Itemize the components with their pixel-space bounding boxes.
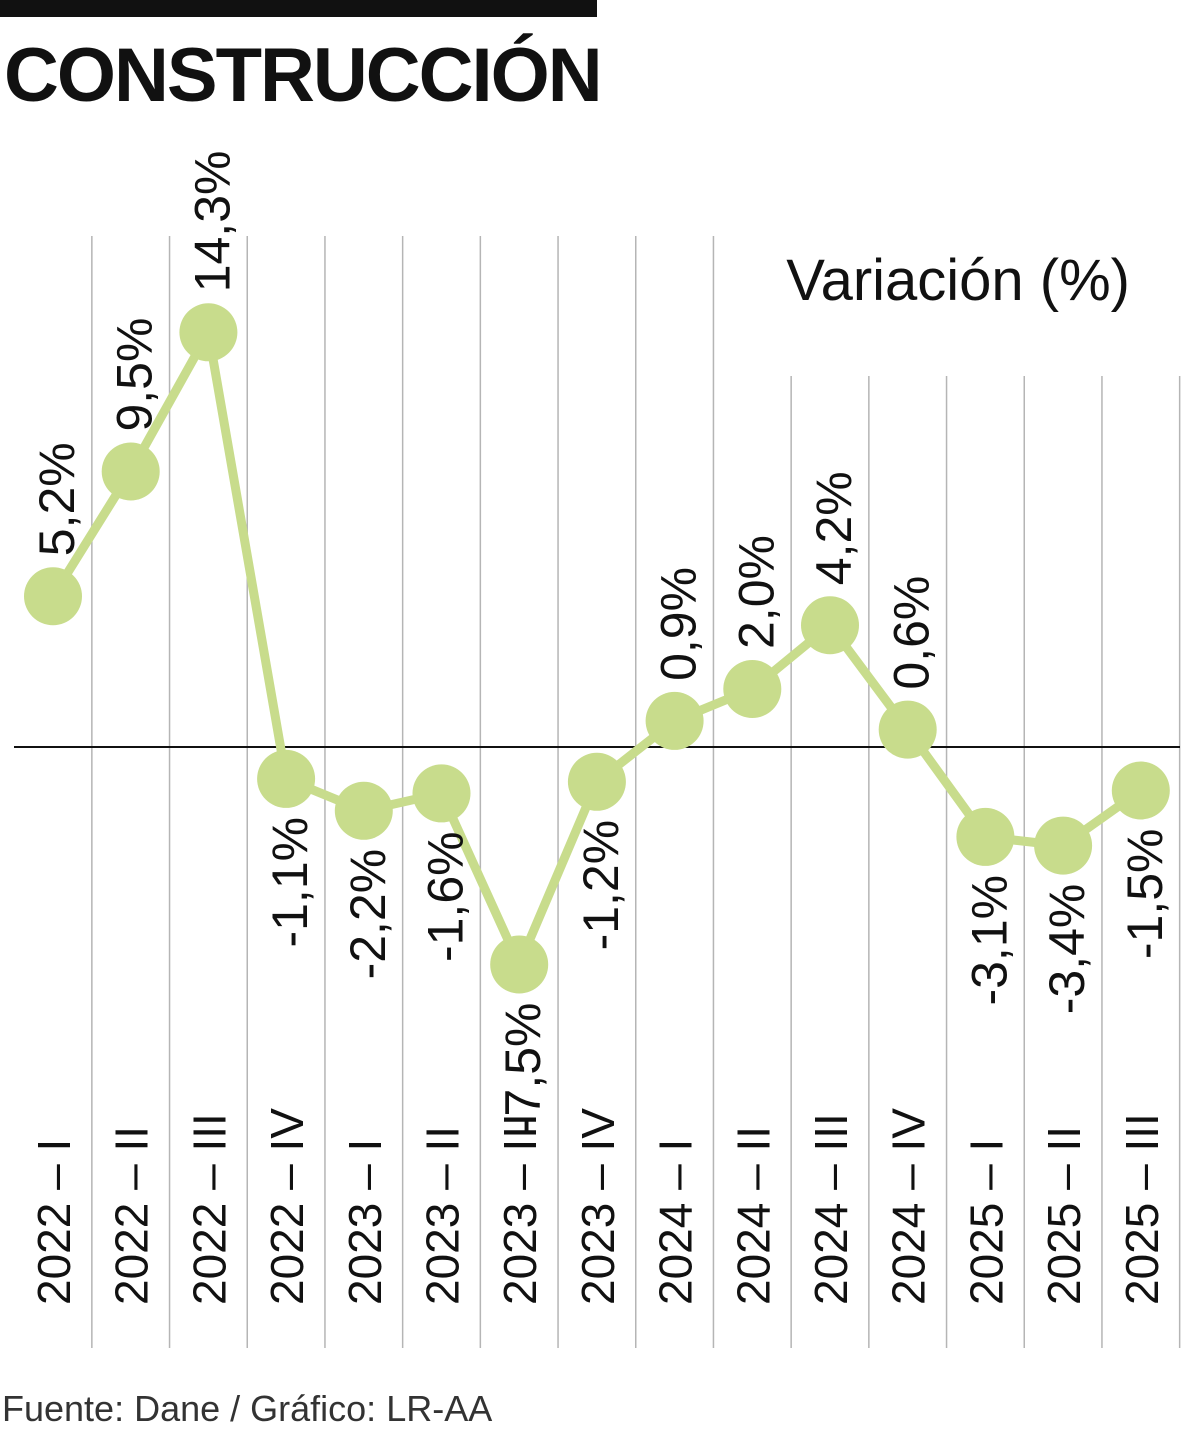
data-point — [179, 303, 238, 362]
value-label: 0,6% — [884, 576, 940, 690]
x-tick-label: 2022 – IV — [261, 1108, 313, 1305]
value-label: 2,0% — [728, 535, 784, 649]
value-label: -1,6% — [418, 831, 474, 962]
top-rule — [0, 0, 597, 17]
x-tick-labels: 2022 – I 2022 – II 2022 – III 2022 – IV 2023… — [28, 1108, 1168, 1305]
x-tick-label: 2024 – II — [727, 1126, 779, 1305]
x-tick-label: 2023 – I — [339, 1139, 391, 1305]
x-tick-label: 2024 – IV — [883, 1108, 935, 1305]
x-tick-label: 2023 – IV — [572, 1108, 624, 1305]
data-point — [490, 935, 549, 994]
chart-title: CONSTRUCCIÓN — [4, 33, 603, 118]
data-point — [567, 752, 626, 811]
data-point — [878, 700, 937, 759]
data-point — [24, 567, 82, 626]
value-labels: 5,2% 9,5% 14,3% -1,1% -2,2% -1,6% -7,5% -1,2% 0,… — [29, 151, 1173, 1134]
x-tick-label: 2023 – III — [494, 1113, 546, 1305]
data-point — [1034, 816, 1093, 875]
data-point — [1111, 761, 1170, 820]
data-point — [723, 660, 782, 718]
value-label: 5,2% — [29, 442, 85, 556]
value-label: 4,2% — [806, 471, 862, 585]
value-label: -1,1% — [262, 817, 318, 948]
value-label: -3,1% — [961, 875, 1017, 1006]
x-tick-label: 2025 – II — [1038, 1126, 1090, 1305]
grid-lines — [91, 236, 1181, 1348]
source-note: Fuente: Dane / Gráfico: LR-AA — [2, 1388, 493, 1429]
data-point — [257, 749, 316, 808]
x-tick-label: 2025 – III — [1116, 1113, 1168, 1305]
data-point — [645, 691, 704, 750]
data-point — [101, 442, 160, 501]
x-tick-label: 2024 – I — [650, 1139, 702, 1305]
y-axis-label: Variación (%) — [786, 248, 1130, 313]
x-tick-label: 2022 – II — [106, 1126, 158, 1305]
value-label: 0,9% — [651, 567, 707, 681]
data-point — [412, 764, 471, 823]
value-label: 9,5% — [107, 318, 163, 432]
value-label: -2,2% — [340, 849, 396, 980]
value-label: 14,3% — [184, 151, 240, 293]
x-tick-label: 2022 – I — [28, 1139, 80, 1305]
x-tick-label: 2023 – II — [417, 1126, 469, 1305]
x-tick-label: 2025 – I — [960, 1139, 1012, 1305]
data-point — [956, 807, 1015, 866]
x-tick-label: 2024 – III — [805, 1113, 857, 1305]
x-tick-label: 2022 – III — [183, 1113, 235, 1305]
data-point — [334, 781, 393, 840]
value-label: -7,5% — [495, 1003, 551, 1134]
value-label: -1,2% — [573, 820, 629, 951]
value-label: -3,4% — [1039, 884, 1095, 1015]
data-point — [801, 596, 859, 655]
series — [24, 303, 1170, 994]
value-label: -1,5% — [1117, 829, 1173, 960]
